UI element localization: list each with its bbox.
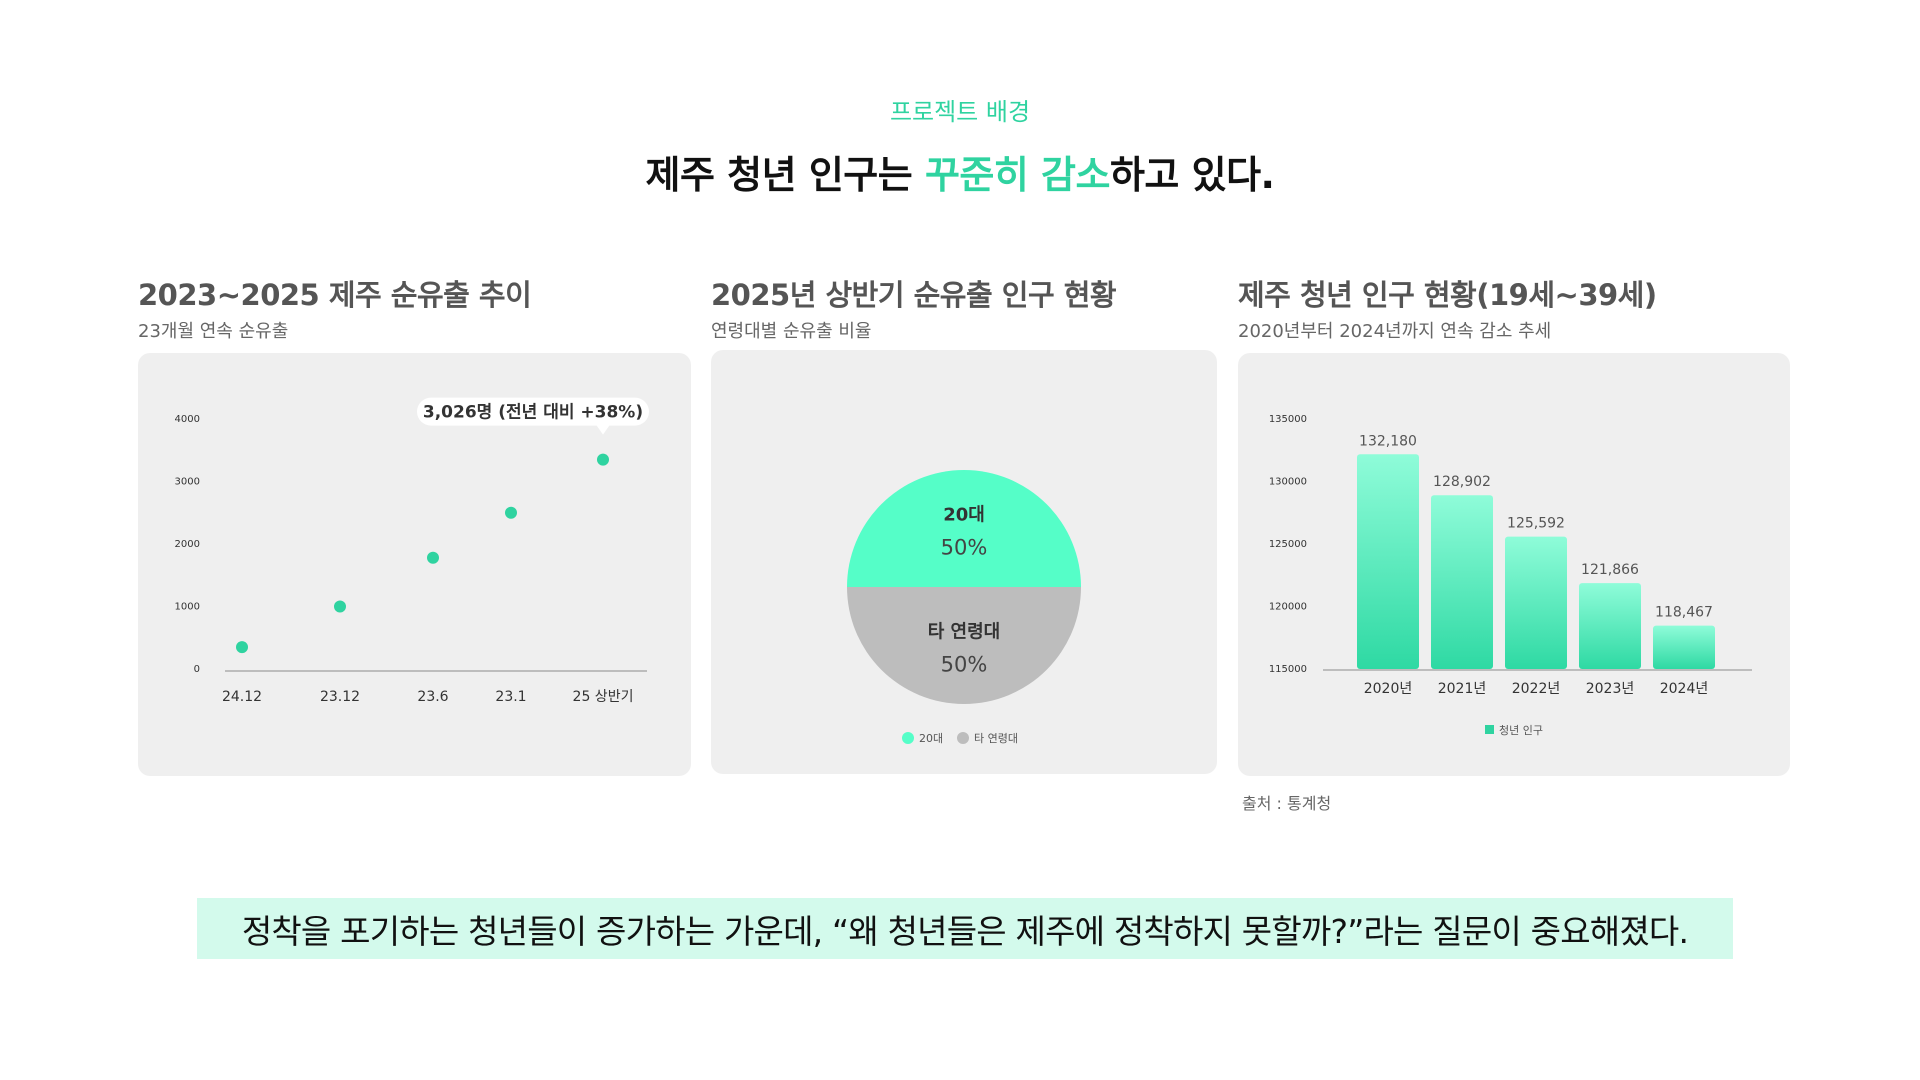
- x-tick-label: 2021년: [1438, 681, 1487, 697]
- pie-slice-label: 타 연령대: [928, 622, 1001, 643]
- bar: [1505, 536, 1567, 669]
- pie-slice-value: 50%: [941, 653, 988, 677]
- scatter-point: [597, 453, 609, 466]
- pie-card: 20대 50% 타 연령대 50% 20대 타 연령대: [711, 350, 1217, 774]
- right-panel-subtitle: 2020년부터 2024년까지 연속 감소 추세: [1238, 321, 1552, 342]
- page-headline: 제주 청년 인구는 꾸준히 감소하고 있다.: [0, 144, 1920, 199]
- headline-highlight: 꾸준히 감소: [924, 153, 1111, 197]
- callout-pointer: [596, 424, 610, 435]
- bar: [1357, 454, 1419, 669]
- annotation-label: 3,026명 (전년 대비 +38%): [423, 403, 643, 423]
- right-panel-title: 제주 청년 인구 현황(19세~39세): [1238, 278, 1657, 312]
- x-tick-label: 23.12: [320, 689, 360, 705]
- pie-slice-value: 50%: [941, 536, 988, 560]
- x-tick-label: 2022년: [1512, 681, 1561, 697]
- bar-value-label: 121,866: [1581, 562, 1639, 578]
- scatter-chart: 0 1000 2000 3000 4000 24.12 23.12 23.6 23.1 25 상반…: [175, 397, 649, 705]
- pie-slice: [847, 587, 1081, 704]
- legend-swatch: [902, 732, 914, 744]
- y-tick-label: 115000: [1269, 664, 1307, 675]
- x-tick-label: 2024년: [1660, 681, 1709, 697]
- scatter-point: [427, 551, 439, 564]
- bar-value-label: 132,180: [1359, 433, 1417, 449]
- y-tick-label: 130000: [1269, 477, 1307, 488]
- scatter-point: [236, 641, 248, 654]
- middle-panel-subtitle: 연령대별 순유출 비율: [711, 321, 872, 342]
- left-panel-subtitle: 23개월 연속 순유출: [138, 321, 289, 342]
- key-message-banner: 정착을 포기하는 청년들이 증가하는 가운데, “왜 청년들은 제주에 정착하지…: [197, 898, 1733, 959]
- scatter-point: [505, 506, 517, 519]
- legend-label: 타 연령대: [974, 732, 1018, 745]
- legend-label: 청년 인구: [1499, 724, 1543, 737]
- y-tick-label: 135000: [1269, 414, 1307, 425]
- legend-swatch: [1485, 725, 1494, 734]
- x-tick-label: 23.1: [495, 689, 526, 705]
- x-tick-label: 24.12: [222, 689, 262, 705]
- bar: [1653, 625, 1715, 669]
- middle-panel-title: 2025년 상반기 순유출 인구 현황: [711, 278, 1117, 312]
- callout-bubble: [417, 397, 649, 426]
- x-tick-label: 23.6: [417, 689, 448, 705]
- pie-slice-label: 20대: [943, 505, 985, 526]
- left-panel-title: 2023~2025 제주 순유출 추이: [138, 278, 532, 312]
- y-tick-label: 1000: [175, 602, 200, 613]
- headline-pre: 제주 청년 인구는: [645, 153, 925, 197]
- legend-swatch: [957, 732, 969, 744]
- y-tick-label: 125000: [1269, 539, 1307, 550]
- bar-value-label: 128,902: [1433, 474, 1491, 490]
- y-tick-label: 4000: [175, 414, 200, 425]
- bar-value-label: 118,467: [1655, 605, 1713, 621]
- source-note: 출처 : 통계청: [1242, 794, 1332, 813]
- y-tick-label: 3000: [175, 477, 200, 488]
- y-tick-label: 0: [194, 664, 200, 675]
- x-tick-label: 2020년: [1364, 681, 1413, 697]
- bar-value-label: 125,592: [1507, 516, 1565, 532]
- headline-post: 하고 있다.: [1109, 153, 1275, 197]
- bar: [1431, 495, 1493, 669]
- pie-slice: [847, 470, 1081, 587]
- y-tick-label: 120000: [1269, 602, 1307, 613]
- x-tick-label: 25 상반기: [573, 689, 634, 705]
- legend-label: 20대: [919, 732, 943, 745]
- y-tick-label: 2000: [175, 539, 200, 550]
- section-eyebrow: 프로젝트 배경: [889, 98, 1031, 126]
- scatter-point: [334, 600, 346, 613]
- key-message-text: 정착을 포기하는 청년들이 증가하는 가운데, “왜 청년들은 제주에 정착하지…: [241, 911, 1689, 951]
- annotation-callout: 3,026명 (전년 대비 +38%): [417, 397, 649, 435]
- scatter-card: 0 1000 2000 3000 4000 24.12 23.12 23.6 23.1 25 상반…: [138, 353, 691, 776]
- bar-chart: 115000 120000 125000 130000 135000 132,180 202…: [1269, 414, 1752, 737]
- x-tick-label: 2023년: [1586, 681, 1635, 697]
- bar: [1579, 583, 1641, 669]
- bar-card: 115000 120000 125000 130000 135000 132,180 202…: [1238, 353, 1790, 776]
